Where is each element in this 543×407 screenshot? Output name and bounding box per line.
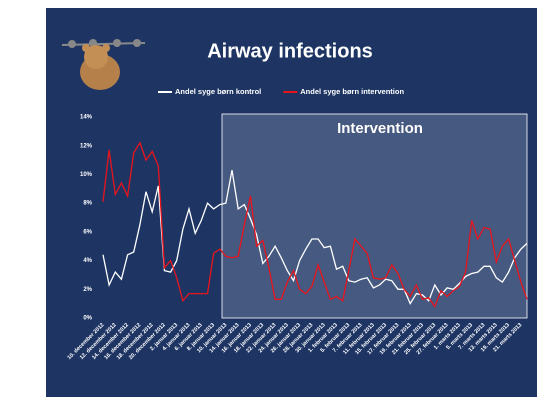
slide-background — [46, 8, 537, 397]
y-tick-label: 10% — [80, 172, 93, 178]
annotation: Intervention — [337, 120, 423, 137]
y-tick-label: 4% — [83, 258, 92, 264]
y-tick-label: 0% — [83, 316, 92, 322]
chart-title: Airway infections — [207, 40, 373, 62]
legend-label: Andel syge børn kontrol — [175, 87, 261, 96]
series-line — [102, 141, 528, 308]
y-tick-label: 2% — [83, 287, 92, 293]
y-tick-label: 8% — [83, 201, 92, 207]
y-tick-label: 14% — [80, 115, 93, 121]
intervention-box — [221, 113, 528, 319]
series-line — [102, 169, 528, 306]
y-tick-label: 12% — [80, 143, 93, 149]
logo — [61, 39, 146, 90]
y-tick-label: 6% — [83, 229, 92, 235]
legend-label: Andel syge børn intervention — [300, 87, 404, 96]
